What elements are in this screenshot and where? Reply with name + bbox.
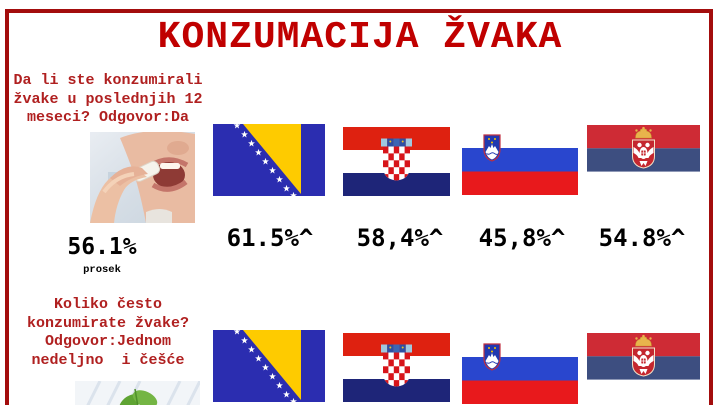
photo-woman-chewing-gum — [90, 132, 195, 223]
value-bosnia-herzegovina: 61.5%^ — [226, 224, 314, 252]
bosnia-herzegovina-flag — [213, 330, 325, 402]
serbia-flag — [587, 333, 700, 403]
question-1-text: Da li ste konzumirali žvake u poslednjih… — [13, 72, 212, 126]
average-label: prosek — [83, 264, 121, 276]
page-title: KONZUMACIJA ŽVAKA — [157, 16, 563, 59]
value-serbia: 54.8%^ — [598, 224, 686, 252]
average-value: 56.1% — [67, 234, 137, 260]
question-2-text: Koliko često konzumirate žvake? Odgovor:… — [26, 296, 199, 369]
value-slovenia: 45,8%^ — [478, 224, 566, 252]
slovenia-flag — [462, 333, 578, 404]
bosnia-herzegovina-flag — [213, 124, 325, 196]
croatia-flag — [343, 127, 450, 196]
croatia-flag — [343, 333, 450, 402]
slovenia-flag — [462, 124, 578, 195]
serbia-flag — [587, 125, 700, 195]
photo-mint-leaf-gum — [75, 381, 200, 405]
value-croatia: 58,4%^ — [356, 224, 444, 252]
slide-border — [5, 9, 713, 405]
